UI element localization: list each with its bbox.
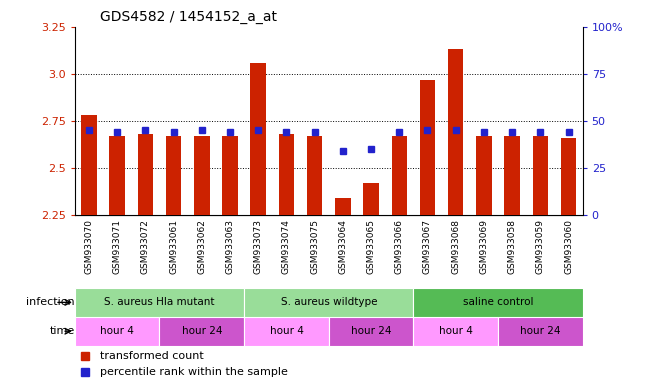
Text: infection: infection xyxy=(26,297,75,308)
Bar xyxy=(251,63,266,215)
Bar xyxy=(329,317,413,346)
Text: hour 24: hour 24 xyxy=(520,326,561,336)
Bar xyxy=(166,136,182,215)
Text: GSM933062: GSM933062 xyxy=(197,219,206,273)
Text: S. aureus wildtype: S. aureus wildtype xyxy=(281,297,377,308)
Bar xyxy=(81,115,97,215)
Text: hour 4: hour 4 xyxy=(439,326,473,336)
Text: GSM933068: GSM933068 xyxy=(451,219,460,274)
Bar xyxy=(413,317,498,346)
Bar xyxy=(533,136,548,215)
Text: hour 24: hour 24 xyxy=(351,326,391,336)
Bar xyxy=(413,288,583,317)
Text: hour 4: hour 4 xyxy=(270,326,303,336)
Text: percentile rank within the sample: percentile rank within the sample xyxy=(100,366,288,377)
Text: saline control: saline control xyxy=(463,297,533,308)
Text: GSM933065: GSM933065 xyxy=(367,219,376,274)
Text: GSM933070: GSM933070 xyxy=(85,219,94,274)
Bar xyxy=(420,79,436,215)
Text: GSM933064: GSM933064 xyxy=(339,219,348,273)
Text: GSM933061: GSM933061 xyxy=(169,219,178,274)
Text: transformed count: transformed count xyxy=(100,351,204,361)
Text: GDS4582 / 1454152_a_at: GDS4582 / 1454152_a_at xyxy=(100,10,277,25)
Text: GSM933067: GSM933067 xyxy=(423,219,432,274)
Bar xyxy=(159,317,244,346)
Text: GSM933071: GSM933071 xyxy=(113,219,122,274)
Text: time: time xyxy=(49,326,75,336)
Bar xyxy=(448,50,464,215)
Bar xyxy=(505,136,520,215)
Text: GSM933069: GSM933069 xyxy=(479,219,488,274)
Bar xyxy=(194,136,210,215)
Bar xyxy=(335,198,351,215)
Bar xyxy=(244,317,329,346)
Bar xyxy=(244,288,413,317)
Bar xyxy=(307,136,322,215)
Text: GSM933066: GSM933066 xyxy=(395,219,404,274)
Text: hour 24: hour 24 xyxy=(182,326,222,336)
Bar xyxy=(363,183,379,215)
Bar xyxy=(137,134,153,215)
Text: S. aureus Hla mutant: S. aureus Hla mutant xyxy=(104,297,215,308)
Bar xyxy=(498,317,583,346)
Text: GSM933059: GSM933059 xyxy=(536,219,545,274)
Text: GSM933063: GSM933063 xyxy=(225,219,234,274)
Bar xyxy=(561,138,576,215)
Bar xyxy=(476,136,492,215)
Bar xyxy=(279,134,294,215)
Bar xyxy=(109,136,125,215)
Text: GSM933072: GSM933072 xyxy=(141,219,150,273)
Text: GSM933058: GSM933058 xyxy=(508,219,517,274)
Bar xyxy=(75,317,159,346)
Text: GSM933060: GSM933060 xyxy=(564,219,573,274)
Bar xyxy=(75,288,244,317)
Bar xyxy=(222,136,238,215)
Text: hour 4: hour 4 xyxy=(100,326,134,336)
Bar xyxy=(391,136,407,215)
Text: GSM933075: GSM933075 xyxy=(310,219,319,274)
Text: GSM933073: GSM933073 xyxy=(254,219,263,274)
Text: GSM933074: GSM933074 xyxy=(282,219,291,273)
